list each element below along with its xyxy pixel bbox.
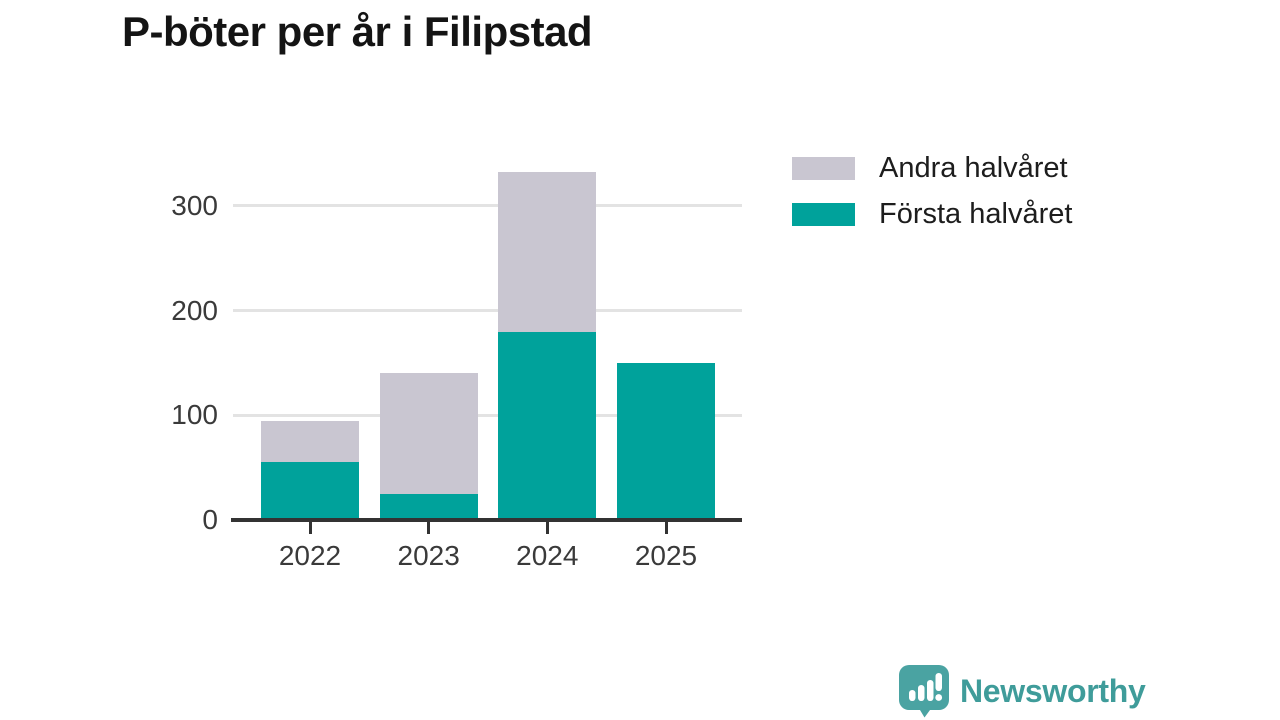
x-axis-tick (308, 522, 312, 534)
gridline-100 (233, 413, 742, 417)
legend-label: Första halvåret (879, 197, 1073, 230)
legend-row-0: Andra halvåret (792, 152, 1072, 184)
legend-swatch (792, 202, 855, 226)
chart-title: P-böter per år i Filipstad (122, 8, 593, 55)
x-axis-tick (664, 522, 668, 534)
brand-name: Newsworthy (960, 672, 1146, 709)
legend-label: Andra halvåret (879, 151, 1068, 184)
gridline-200 (233, 309, 742, 313)
legend-swatch (792, 156, 855, 180)
newsworthy-logo-icon (898, 664, 950, 718)
gridline-300 (233, 204, 742, 208)
bar-second-half-2022 (261, 420, 359, 463)
bar-first-half-2023 (379, 493, 478, 520)
brand-footer: Newsworthy (898, 664, 1146, 718)
bar-second-half-2024 (498, 172, 597, 332)
x-axis-label-2025: 2025 (634, 540, 698, 571)
bar-second-half-2023 (379, 373, 478, 494)
y-axis-tick-label: 100 (171, 399, 218, 431)
x-axis-tick (427, 522, 431, 534)
x-axis-label-2022: 2022 (278, 540, 342, 571)
x-axis-label-2023: 2023 (397, 540, 460, 571)
y-axis-tick-label: 200 (171, 294, 218, 326)
bar-first-half-2022 (261, 462, 359, 520)
legend: Andra halvåret Första halvåret (792, 152, 1072, 244)
x-axis-tick (545, 522, 549, 534)
x-axis-label-2024: 2024 (516, 540, 579, 571)
bar-first-half-2025 (617, 362, 715, 520)
y-axis-tick-label: 300 (171, 189, 218, 221)
y-axis-tick-label: 0 (202, 504, 218, 535)
bar-first-half-2024 (498, 331, 597, 520)
x-axis-line (231, 518, 742, 522)
legend-row-1: Första halvåret (792, 198, 1072, 230)
